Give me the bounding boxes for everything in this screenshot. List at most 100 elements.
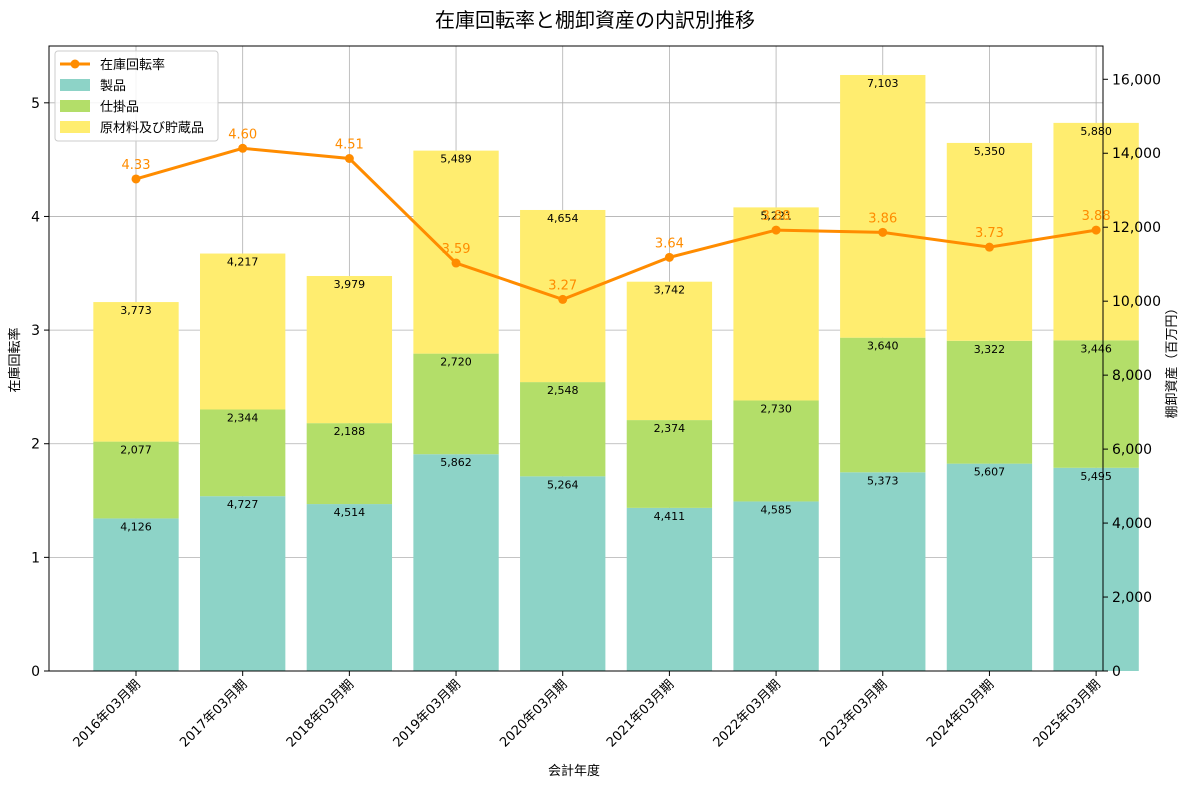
- turnover-value-label: 3.73: [975, 226, 1004, 241]
- y-tick-label-right: 8,000: [1112, 368, 1152, 384]
- bar-value-label: 4,514: [334, 506, 366, 519]
- bar-2: [520, 382, 606, 477]
- turnover-point: [238, 143, 248, 153]
- bar-labels: 4,126 2,077 3,773 4,727 2,344 4,217 4,514 2,188…: [120, 77, 1112, 533]
- bar-value-label: 3,979: [334, 278, 366, 291]
- legend-swatch-bar: [60, 79, 90, 91]
- bar-value-label: 3,773: [120, 304, 152, 317]
- bar-2: [306, 423, 393, 505]
- bar-1: [200, 496, 286, 671]
- y-axis-label-right: 棚卸資産（百万円）: [1164, 301, 1180, 418]
- bar-value-label: 3,446: [1080, 342, 1112, 355]
- bar-2: [946, 340, 1033, 464]
- x-tick-label: 2021年03月期: [604, 677, 677, 750]
- bar-value-label: 7,103: [867, 77, 899, 90]
- bar-value-label: 4,126: [120, 520, 152, 533]
- x-axis-label: 会計年度: [548, 763, 600, 779]
- bar-value-label: 4,727: [227, 498, 259, 511]
- turnover-point: [771, 225, 781, 235]
- legend-box: [54, 50, 219, 142]
- turnover-point: [664, 252, 674, 262]
- y-tick-label-left: 3: [31, 323, 40, 339]
- bar-value-label: 2,077: [120, 444, 152, 457]
- legend-swatch-bar: [60, 121, 90, 133]
- y-tick-label-left: 2: [31, 437, 40, 453]
- bar-value-label: 4,585: [760, 503, 792, 516]
- y-tick-label-right: 10,000: [1112, 294, 1161, 310]
- bar-2: [733, 400, 819, 502]
- bar-value-label: 2,374: [654, 422, 686, 435]
- turnover-value-label: 3.86: [868, 211, 897, 226]
- bar-value-label: 2,548: [547, 384, 579, 397]
- bar-1: [306, 504, 393, 671]
- bar-1: [520, 476, 606, 671]
- bar-1: [413, 454, 499, 671]
- bar-value-label: 3,322: [974, 343, 1006, 356]
- bar-1: [733, 501, 819, 671]
- y-tick-label-right: 14,000: [1112, 146, 1161, 162]
- turnover-value-label: 3.88: [762, 209, 791, 224]
- turnover-value-label: 4.51: [335, 138, 364, 153]
- bar-value-label: 5,264: [547, 478, 579, 491]
- legend-label: 在庫回転率: [100, 57, 165, 73]
- bar-1: [840, 472, 926, 671]
- bar-3: [733, 207, 819, 401]
- x-tick-label: 2018年03月期: [284, 677, 357, 750]
- bar-value-label: 3,640: [867, 340, 899, 353]
- bar-2: [413, 353, 499, 455]
- x-tick-label: 2023年03月期: [817, 677, 890, 750]
- turnover-point: [558, 294, 568, 304]
- legend-label: 製品: [100, 79, 126, 94]
- bar-value-label: 2,188: [334, 425, 366, 438]
- turnover-value-label: 3.88: [1082, 209, 1111, 224]
- turnover-value-label: 4.33: [122, 158, 151, 173]
- bar-3: [413, 150, 499, 354]
- y-tick-label-left: 5: [31, 96, 40, 112]
- bar-value-label: 5,350: [974, 145, 1006, 158]
- y-tick-label-right: 12,000: [1112, 220, 1161, 236]
- y-tick-label-right: 0: [1112, 664, 1121, 680]
- bar-value-label: 4,411: [654, 510, 686, 523]
- turnover-point: [1091, 225, 1101, 235]
- bar-value-label: 5,221: [760, 209, 792, 222]
- bar-2: [93, 441, 179, 519]
- bar-value-label: 5,880: [1080, 125, 1112, 138]
- turnover-point: [984, 242, 994, 252]
- y-tick-label-right: 6,000: [1112, 442, 1152, 458]
- x-tick-label: 2022年03月期: [711, 677, 784, 750]
- y-tick-label-left: 0: [31, 664, 40, 680]
- y-tick-label-left: 1: [31, 550, 40, 566]
- x-tick-label: 2016年03月期: [71, 677, 144, 750]
- legend-label: 原材料及び貯蔵品: [100, 121, 204, 136]
- x-tick-label: 2019年03月期: [391, 677, 464, 750]
- legend-swatch-bar: [60, 100, 90, 112]
- bar-2: [626, 420, 713, 508]
- turnover-value-label: 3.59: [442, 242, 471, 257]
- bar-value-label: 4,654: [547, 212, 579, 225]
- plot-frame: [48, 45, 1104, 672]
- bar-value-label: 2,730: [760, 402, 792, 415]
- y-axis-label-left: 在庫回転率: [7, 327, 23, 392]
- turnover-point: [344, 154, 354, 163]
- chart-title: 在庫回転率と棚卸資産の内訳別推移: [435, 8, 755, 32]
- turnover-value-label: 3.27: [548, 278, 577, 293]
- bar-3: [840, 74, 926, 338]
- bars: [93, 74, 1139, 671]
- bar-1: [626, 507, 713, 671]
- bar-3: [306, 275, 393, 424]
- x-tick-label: 2025年03月期: [1031, 677, 1104, 750]
- bar-value-label: 5,373: [867, 474, 899, 487]
- bar-2: [840, 337, 926, 473]
- bar-value-label: 5,607: [974, 466, 1006, 479]
- bar-2: [200, 409, 286, 497]
- y-tick-label-right: 4,000: [1112, 516, 1152, 532]
- y-tick-label-right: 16,000: [1112, 72, 1161, 88]
- x-tick-label: 2024年03月期: [924, 677, 997, 750]
- bar-value-label: 5,495: [1080, 470, 1112, 483]
- bar-value-label: 5,862: [440, 456, 472, 469]
- turnover-point: [878, 227, 888, 237]
- turnover-value-label: 4.60: [228, 127, 257, 142]
- bar-value-label: 5,489: [440, 153, 472, 166]
- x-tick-label: 2020年03月期: [497, 677, 570, 750]
